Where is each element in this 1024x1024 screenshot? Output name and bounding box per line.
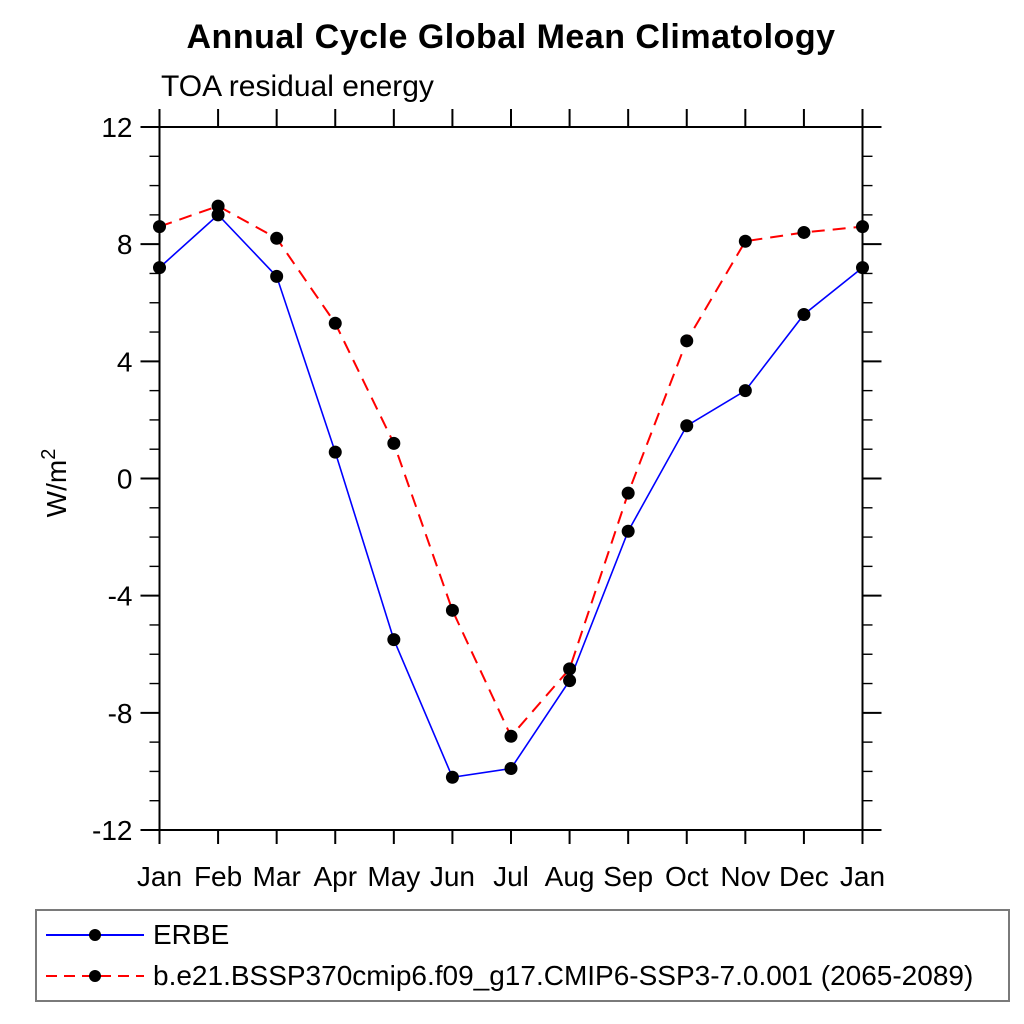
x-tick-label: Nov — [720, 861, 770, 892]
x-axis-ticks — [158, 109, 864, 844]
data-point-marker — [153, 220, 166, 234]
erbe-line-swatch-icon — [46, 929, 144, 942]
legend-label-model: b.e21.BSSP370cmip6.f09_g17.CMIP6-SSP3-7.… — [153, 959, 974, 991]
y-tick-label: 4 — [117, 346, 133, 377]
x-axis-labels: Jan Feb Mar Apr May Jun Jul Aug Sep Oct Nov Dec Jan — [137, 861, 885, 892]
series-markers-0 — [153, 208, 869, 784]
x-tick-label: Apr — [313, 861, 357, 892]
series-line-0 — [158, 213, 863, 779]
data-point-marker — [211, 199, 225, 213]
y-tick-label: 12 — [101, 112, 132, 143]
data-point-marker — [387, 436, 401, 450]
data-point-marker — [680, 334, 694, 348]
data-point-marker — [738, 384, 752, 398]
x-tick-label: May — [367, 861, 420, 892]
y-tick-label: -4 — [108, 581, 133, 612]
data-point-marker — [621, 524, 635, 538]
legend-entry-model: b.e21.BSSP370cmip6.f09_g17.CMIP6-SSP3-7.… — [37, 956, 1008, 996]
model-dashed-line-swatch-icon — [46, 969, 144, 982]
data-point-marker — [504, 761, 518, 775]
data-point-marker — [621, 486, 635, 500]
legend-box: ERBE b.e21.BSSP370cmip6.f09_g17.CMIP6-SS… — [35, 909, 1010, 1002]
x-tick-label: Aug — [545, 861, 595, 892]
data-point-marker — [797, 225, 811, 239]
plot-area: Jan Feb Mar Apr May Jun Jul Aug Sep Oct Nov Dec Jan-… — [38, 109, 885, 892]
data-point-marker — [738, 234, 752, 248]
y-axis-title: W/m2 — [38, 449, 72, 518]
data-point-marker — [270, 231, 284, 245]
x-tick-label: Jan — [840, 861, 885, 892]
data-point-marker — [563, 662, 577, 676]
y-axis-ticks — [140, 126, 882, 831]
chart-title: Annual Cycle Global Mean Climatology — [186, 18, 836, 56]
data-point-marker — [387, 633, 401, 647]
data-point-marker — [328, 316, 342, 330]
legend-label-erbe: ERBE — [153, 919, 230, 951]
data-point-marker — [153, 261, 166, 275]
y-tick-label: 0 — [117, 464, 133, 495]
series-markers-1 — [153, 199, 869, 743]
series-line-1 — [159, 204, 863, 739]
data-point-marker — [328, 445, 342, 459]
data-point-marker — [445, 770, 459, 784]
y-tick-label: -12 — [92, 815, 132, 846]
data-point-marker — [797, 307, 811, 321]
data-point-marker — [504, 729, 518, 743]
y-tick-label: -8 — [108, 698, 133, 729]
legend-entry-erbe: ERBE — [37, 915, 1008, 955]
data-point-marker — [680, 419, 694, 433]
x-tick-label: Jan — [137, 861, 182, 892]
chart-subtitle: TOA residual energy — [161, 70, 434, 103]
data-point-marker — [563, 674, 577, 688]
data-point-marker — [445, 603, 459, 617]
x-tick-label: Oct — [665, 861, 709, 892]
x-tick-label: Jul — [493, 861, 529, 892]
x-tick-label: Dec — [779, 861, 829, 892]
y-tick-label: 8 — [117, 229, 133, 260]
data-point-marker — [270, 269, 284, 283]
y-axis-labels: -12 -8 -4 0 4 8 12 — [92, 112, 132, 846]
x-tick-label: Jun — [430, 861, 475, 892]
x-tick-label: Sep — [603, 861, 653, 892]
x-tick-label: Feb — [194, 861, 242, 892]
x-tick-label: Mar — [253, 861, 301, 892]
data-point-marker — [856, 261, 869, 275]
data-point-marker — [856, 220, 869, 234]
